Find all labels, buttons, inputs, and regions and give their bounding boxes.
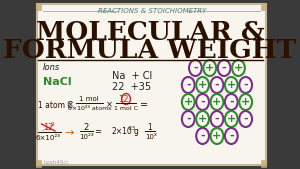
- FancyBboxPatch shape: [36, 3, 41, 10]
- Text: ×: ×: [106, 101, 113, 110]
- Text: -: -: [222, 63, 226, 73]
- Text: NaCl: NaCl: [43, 77, 72, 87]
- Text: ×: ×: [67, 101, 74, 110]
- Text: 22  +35: 22 +35: [112, 82, 151, 92]
- Text: -: -: [193, 63, 198, 73]
- Text: -: -: [229, 131, 234, 141]
- Text: +: +: [234, 63, 243, 73]
- Text: g: g: [133, 127, 138, 137]
- Text: -: -: [243, 114, 248, 124]
- Text: +: +: [184, 97, 193, 107]
- FancyBboxPatch shape: [261, 160, 266, 167]
- Text: 1 mol C: 1 mol C: [114, 105, 138, 111]
- Text: FORMULA WEIGHT: FORMULA WEIGHT: [3, 39, 297, 64]
- Text: -: -: [200, 97, 205, 107]
- Text: 2×10: 2×10: [112, 127, 132, 137]
- Text: -: -: [214, 80, 219, 90]
- Text: 1: 1: [148, 123, 152, 131]
- FancyBboxPatch shape: [261, 3, 266, 10]
- Text: -: -: [229, 97, 234, 107]
- Text: =: =: [94, 127, 101, 137]
- Text: 12: 12: [118, 94, 129, 103]
- Text: x: x: [154, 132, 157, 138]
- Text: +: +: [205, 63, 214, 73]
- Text: Ions: Ions: [43, 64, 60, 73]
- Text: 6×10²³ atoms: 6×10²³ atoms: [68, 105, 111, 111]
- FancyBboxPatch shape: [36, 160, 41, 167]
- Text: MOLECULAR &: MOLECULAR &: [36, 19, 264, 44]
- Text: 6×10²³: 6×10²³: [35, 135, 60, 141]
- Text: -: -: [186, 114, 190, 124]
- Text: +: +: [212, 131, 222, 141]
- Text: +: +: [227, 114, 236, 124]
- Text: 1 atom C: 1 atom C: [38, 101, 72, 110]
- Text: -23: -23: [128, 127, 136, 131]
- Text: Leah4Sci: Leah4Sci: [43, 160, 68, 164]
- Text: 10: 10: [146, 134, 154, 140]
- Text: Na  + Cl: Na + Cl: [112, 71, 152, 81]
- Text: +: +: [212, 97, 222, 107]
- Text: 2: 2: [83, 123, 89, 131]
- Text: +: +: [198, 114, 207, 124]
- Text: →: →: [65, 128, 74, 138]
- Text: 12: 12: [43, 123, 53, 131]
- Text: =: =: [140, 100, 148, 110]
- Text: 10²³: 10²³: [79, 134, 94, 140]
- Text: -: -: [200, 131, 205, 141]
- Text: -: -: [214, 114, 219, 124]
- Text: 1 mol: 1 mol: [80, 96, 99, 102]
- Text: +: +: [198, 80, 207, 90]
- Text: -: -: [186, 80, 190, 90]
- Text: -: -: [243, 80, 248, 90]
- Text: REACTIONS & STOICHIOMETRY: REACTIONS & STOICHIOMETRY: [98, 8, 206, 14]
- Text: +: +: [241, 97, 250, 107]
- FancyBboxPatch shape: [37, 4, 266, 165]
- Text: +: +: [227, 80, 236, 90]
- Text: 2: 2: [51, 122, 54, 127]
